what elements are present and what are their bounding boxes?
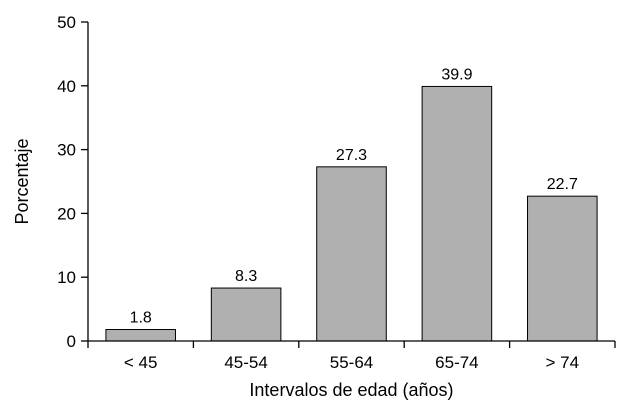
y-tick-label: 10: [57, 268, 76, 287]
y-tick-label: 0: [67, 332, 76, 351]
bar: [210, 287, 282, 342]
x-axis-title: Intervalos de edad (años): [249, 380, 453, 400]
bar-value-label: 27.3: [336, 147, 367, 164]
x-axis-ticks: < 45 45-54 55-64 65-74 > 74: [87, 341, 616, 372]
x-tick-label: < 45: [124, 353, 158, 372]
y-axis-title: Porcentaje: [12, 138, 32, 224]
y-axis-ticks: 0 10 20 30 40 50: [57, 13, 88, 351]
x-tick-label: > 74: [546, 353, 580, 372]
bar: [105, 329, 176, 342]
bar: [527, 195, 598, 342]
bar-value-label: 39.9: [441, 66, 472, 83]
x-tick-label: 45-54: [224, 353, 267, 372]
y-tick-label: 20: [57, 204, 76, 223]
bars: 1.8 8.3 27.3 39.9 22.7: [105, 66, 598, 342]
bar-value-label: 22.7: [547, 176, 578, 193]
y-tick-label: 30: [57, 141, 76, 160]
bar-value-label: 1.8: [130, 310, 152, 327]
y-tick-label: 50: [57, 13, 76, 32]
x-tick-label: 55-64: [330, 353, 373, 372]
bar: [316, 166, 387, 342]
bar: [421, 85, 493, 342]
y-tick-label: 40: [57, 77, 76, 96]
bar-value-label: 8.3: [235, 268, 257, 285]
x-tick-label: 65-74: [435, 353, 478, 372]
